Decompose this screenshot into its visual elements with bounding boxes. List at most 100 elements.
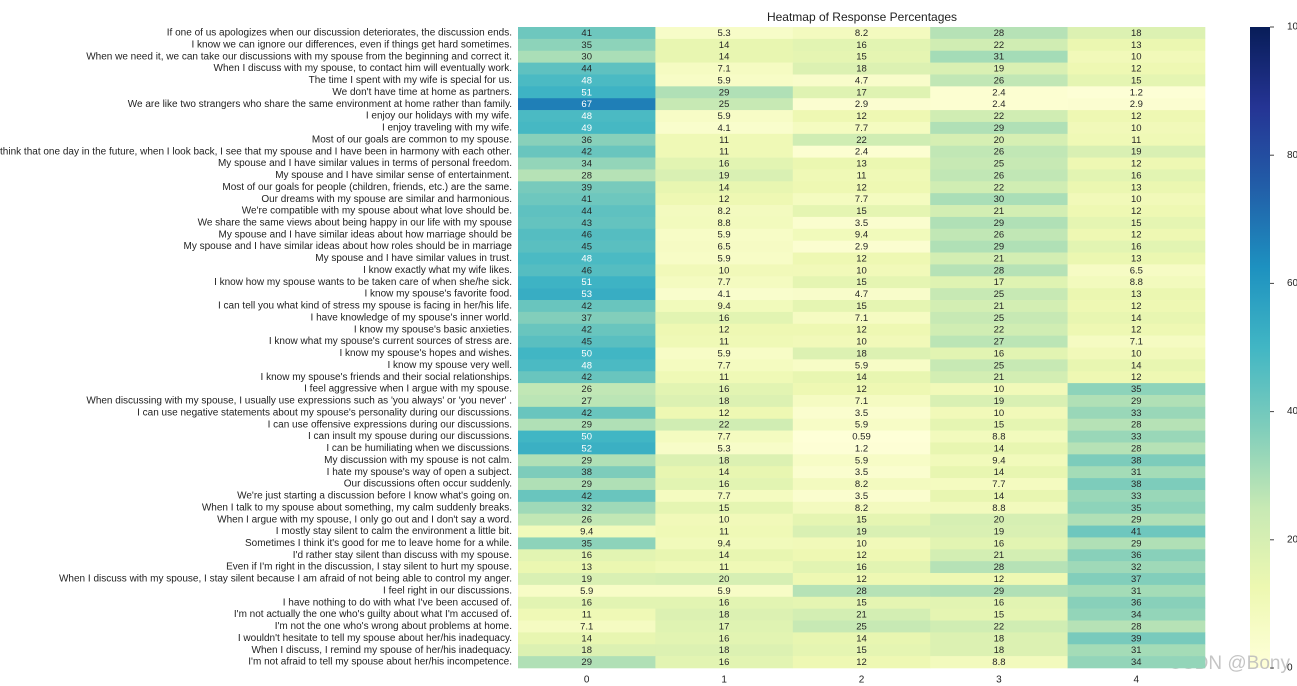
heatmap-cell [792,300,931,313]
heatmap-cell [1067,632,1206,645]
heatmap-cell [518,489,656,503]
cell-label: 14 [581,633,592,644]
heatmap-cell [1067,98,1206,111]
cell-label: 29 [581,455,592,466]
cell-label: 16 [1131,170,1142,181]
cell-label: 16 [856,40,867,51]
cell-label: 20 [994,135,1005,146]
cell-label: 8.2 [855,503,868,514]
heatmap-cell [792,50,931,63]
heatmap-cell [930,394,1068,408]
cell-label: 42 [581,325,592,336]
heatmap-cell [1067,525,1206,538]
cell-label: 29 [1131,396,1142,407]
heatmap-cell [792,216,931,230]
cell-label: 16 [1131,242,1142,253]
cell-label: 19 [994,527,1005,538]
cell-label: 15 [719,503,730,514]
heatmap-cell [792,394,931,408]
cell-label: 13 [1131,253,1142,264]
y-tick-label: I enjoy our holidays with my wife. [366,111,512,122]
cell-label: 12 [856,574,867,585]
cell-label: 14 [1131,313,1142,324]
cell-label: 49 [581,123,592,134]
cell-label: 14 [719,550,730,561]
cell-label: 12 [1131,301,1142,312]
heatmap-cell [792,632,931,645]
heatmap-cell [655,323,794,336]
heatmap-cell [1067,383,1206,396]
heatmap-cell [655,466,794,479]
cell-label: 10 [719,265,730,276]
cell-label: 29 [994,586,1005,597]
cell-label: 21 [994,301,1005,312]
heatmap-cell [518,632,656,645]
cell-label: 2.9 [855,242,868,253]
y-tick-label: I feel right in our discussions. [383,585,512,596]
heatmap-cell [930,632,1068,645]
heatmap-cell [792,323,931,336]
cell-label: 18 [856,348,867,359]
heatmap-cell [518,110,656,123]
heatmap-cell [930,62,1068,75]
cell-label: 15 [1131,218,1142,229]
colorbar-tick-label: 80 [1287,150,1297,161]
cell-label: 5.9 [717,111,730,122]
cell-label: 28 [1131,420,1142,431]
cell-label: 11 [719,372,729,383]
cell-label: 6.5 [717,242,730,253]
heatmap-cell [655,74,794,87]
cell-label: 29 [581,479,592,490]
cell-label: 9.4 [717,301,730,312]
cell-label: 14 [719,182,730,193]
heatmap-cell [518,394,656,408]
heatmap-cell [518,454,656,467]
y-tick-label: My spouse and I have similar ideas about… [219,229,513,240]
heatmap-cell [792,38,931,52]
cell-label: 19 [1131,147,1142,158]
heatmap-cell [792,442,931,455]
heatmap-cell [655,454,794,467]
heatmap-cell [518,466,656,479]
heatmap-cell [518,264,656,277]
heatmap-cell [792,454,931,467]
heatmap-cell [518,406,656,420]
cell-label: 25 [856,621,867,632]
cell-label: 33 [1131,491,1142,502]
cell-label: 35 [581,40,592,51]
cell-label: 16 [581,550,592,561]
cell-label: 7.7 [717,432,730,443]
heatmap-cell [930,466,1068,479]
cell-label: 6.5 [1130,265,1143,276]
heatmap-cell [792,478,931,491]
heatmap-cell [930,501,1068,514]
heatmap-cell [792,110,931,123]
cell-label: 13 [581,562,592,573]
heatmap-cell [930,50,1068,63]
heatmap-cell [792,181,931,194]
heatmap-cell [1067,430,1206,443]
cell-label: 19 [994,396,1005,407]
heatmap-cell [930,240,1068,253]
heatmap-cell [930,74,1068,87]
heatmap-cell [1067,300,1206,313]
y-tick-label: The time I spent with my wife is special… [309,75,512,86]
heatmap-cell [930,300,1068,313]
heatmap-cell [1067,644,1206,657]
heatmap-cell [930,359,1068,372]
heatmap-cell [518,276,656,289]
heatmap-cell [518,193,656,206]
heatmap-cell [930,335,1068,348]
cell-label: 25 [994,313,1005,324]
heatmap-cell [1067,133,1206,147]
cell-label: 21 [994,253,1005,264]
cell-label: 28 [994,562,1005,573]
cell-label: 9.4 [717,538,730,549]
heatmap-cell [655,608,794,621]
cell-label: 53 [581,289,592,300]
heatmap-cell [518,205,656,218]
heatmap-cell [655,584,794,598]
y-tick-label: My spouse and I have similar ideas about… [183,241,512,252]
y-tick-label: I enjoy traveling with my wife. [382,123,512,134]
cell-label: 67 [581,99,592,110]
